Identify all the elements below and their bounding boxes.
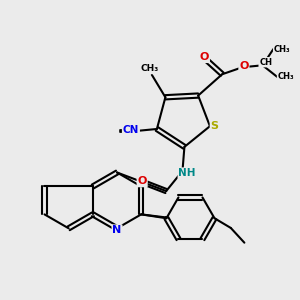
Text: O: O bbox=[239, 61, 249, 71]
Text: N: N bbox=[112, 225, 122, 235]
Text: CH: CH bbox=[259, 58, 272, 67]
Text: CH₃: CH₃ bbox=[274, 44, 290, 53]
Text: O: O bbox=[200, 52, 209, 62]
Text: CH₃: CH₃ bbox=[278, 72, 294, 81]
Text: S: S bbox=[211, 121, 219, 131]
Text: NH: NH bbox=[178, 168, 196, 178]
Text: O: O bbox=[137, 176, 147, 186]
Text: C: C bbox=[124, 126, 132, 136]
Text: CN: CN bbox=[123, 125, 139, 135]
Text: N: N bbox=[129, 126, 138, 136]
Text: CH₃: CH₃ bbox=[141, 64, 159, 74]
